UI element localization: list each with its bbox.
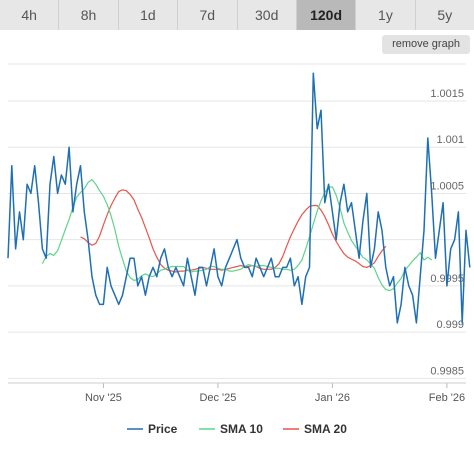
series-line-price	[7, 72, 471, 324]
series-line-sma20	[80, 189, 387, 273]
x-tick-label: Feb '26	[429, 392, 465, 404]
grid-lines	[8, 63, 466, 379]
legend-sma10-label[interactable]: SMA 10	[220, 422, 263, 436]
tab-4h[interactable]: 4h	[0, 0, 60, 30]
y-tick-label: 0.999	[436, 319, 464, 331]
x-tick-label: Dec '25	[199, 392, 236, 404]
range-tab-bar: 4h 8h 1d 7d 30d 120d 1y 5y	[0, 0, 474, 30]
legend-price-label[interactable]: Price	[148, 422, 178, 436]
legend-sma20-label[interactable]: SMA 20	[304, 422, 347, 436]
series-lines	[7, 72, 471, 324]
tab-1d[interactable]: 1d	[118, 0, 179, 30]
tab-30d[interactable]: 30d	[237, 0, 297, 30]
x-tick-label: Jan '26	[315, 392, 350, 404]
y-tick-label: 1.0015	[430, 88, 464, 100]
x-tick-label: Nov '25	[85, 392, 122, 404]
tab-1y[interactable]: 1y	[356, 0, 416, 30]
tab-7d[interactable]: 7d	[178, 0, 238, 30]
remove-graph-button[interactable]: remove graph	[382, 35, 470, 54]
tab-120d[interactable]: 120d	[296, 0, 357, 30]
tab-5y[interactable]: 5y	[415, 0, 474, 30]
x-axis-ticks: Nov '25 Dec '25 Jan '26 Feb '26	[8, 382, 466, 404]
chart-legend: Price SMA 10 SMA 20	[127, 422, 347, 436]
y-tick-label: 0.9985	[430, 365, 464, 377]
y-tick-label: 1.0005	[430, 180, 464, 192]
series-line-sma10	[41, 179, 433, 292]
y-tick-label: 1.001	[436, 134, 464, 146]
tab-8h[interactable]: 8h	[59, 0, 119, 30]
